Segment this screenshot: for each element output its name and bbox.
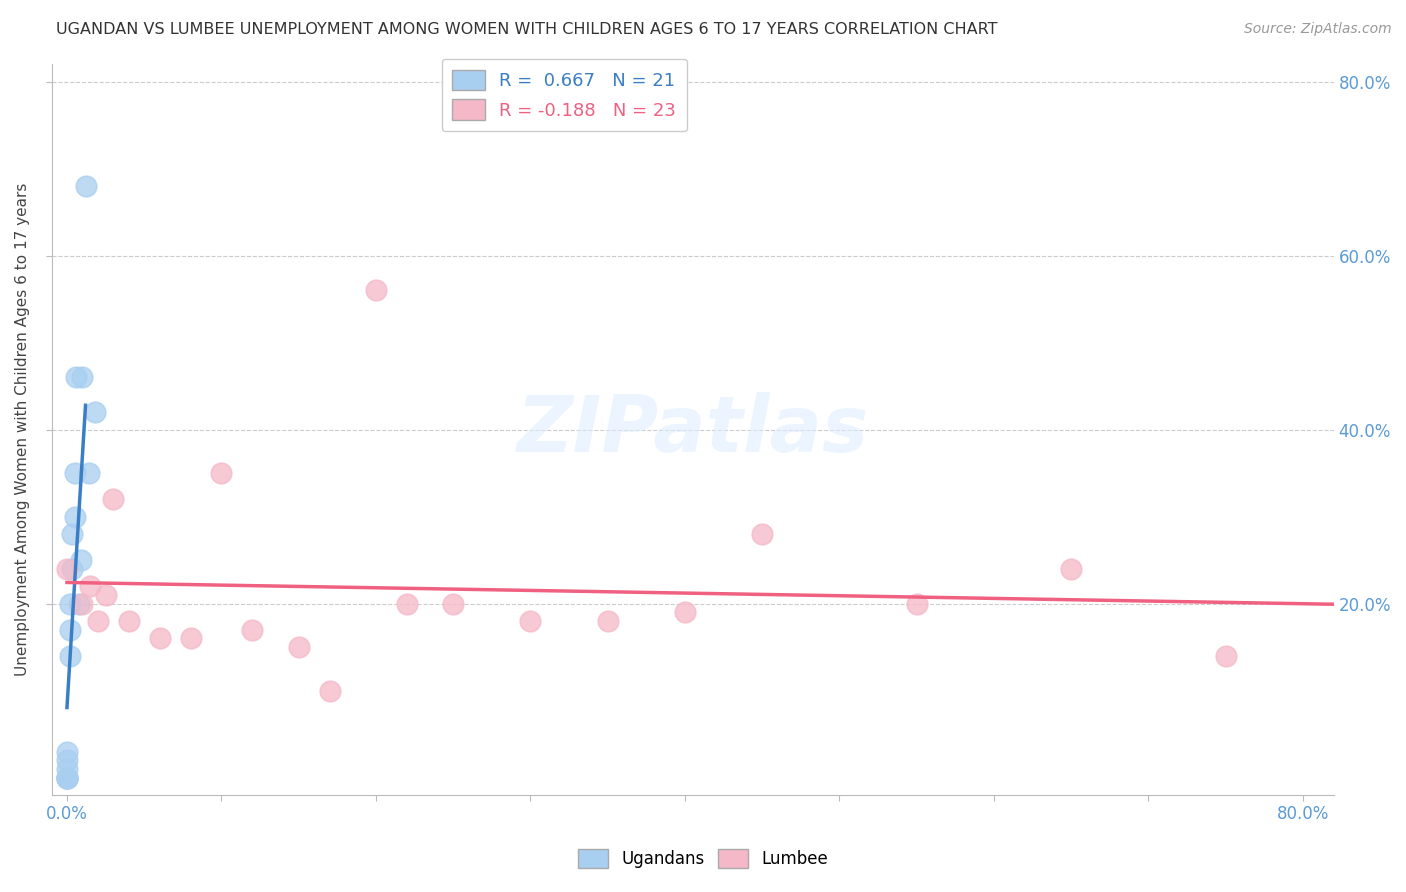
Y-axis label: Unemployment Among Women with Children Ages 6 to 17 years: Unemployment Among Women with Children A… xyxy=(15,183,30,676)
Point xyxy=(56,562,79,576)
Point xyxy=(118,614,141,628)
Point xyxy=(87,614,110,628)
Point xyxy=(364,284,387,298)
Point xyxy=(77,466,100,480)
Point xyxy=(751,527,773,541)
Point xyxy=(63,509,86,524)
Point xyxy=(673,606,696,620)
Point xyxy=(70,553,93,567)
Point xyxy=(60,562,83,576)
Point xyxy=(72,370,94,384)
Point xyxy=(318,683,340,698)
Point xyxy=(519,614,541,628)
Point xyxy=(56,753,79,767)
Point xyxy=(65,370,87,384)
Point xyxy=(83,405,105,419)
Point xyxy=(240,623,263,637)
Point xyxy=(56,771,79,785)
Text: UGANDAN VS LUMBEE UNEMPLOYMENT AMONG WOMEN WITH CHILDREN AGES 6 TO 17 YEARS CORR: UGANDAN VS LUMBEE UNEMPLOYMENT AMONG WOM… xyxy=(56,22,998,37)
Point xyxy=(211,466,233,480)
Point xyxy=(56,771,79,785)
Point xyxy=(441,597,464,611)
Point xyxy=(905,597,928,611)
Point xyxy=(75,179,97,194)
Point xyxy=(59,648,82,663)
Point xyxy=(94,588,117,602)
Point xyxy=(1060,562,1083,576)
Point xyxy=(72,597,94,611)
Point xyxy=(67,597,90,611)
Legend: Ugandans, Lumbee: Ugandans, Lumbee xyxy=(571,842,835,875)
Text: ZIPatlas: ZIPatlas xyxy=(516,392,869,467)
Point xyxy=(287,640,309,655)
Point xyxy=(59,597,82,611)
Point xyxy=(59,623,82,637)
Point xyxy=(56,771,79,785)
Point xyxy=(56,771,79,785)
Point xyxy=(395,597,418,611)
Point xyxy=(79,579,101,593)
Point xyxy=(63,466,86,480)
Point xyxy=(103,492,125,507)
Point xyxy=(60,527,83,541)
Point xyxy=(180,632,202,646)
Text: Source: ZipAtlas.com: Source: ZipAtlas.com xyxy=(1244,22,1392,37)
Point xyxy=(1215,648,1237,663)
Point xyxy=(56,762,79,776)
Point xyxy=(56,745,79,759)
Point xyxy=(596,614,619,628)
Point xyxy=(149,632,172,646)
Legend: R =  0.667   N = 21, R = -0.188   N = 23: R = 0.667 N = 21, R = -0.188 N = 23 xyxy=(441,59,688,131)
